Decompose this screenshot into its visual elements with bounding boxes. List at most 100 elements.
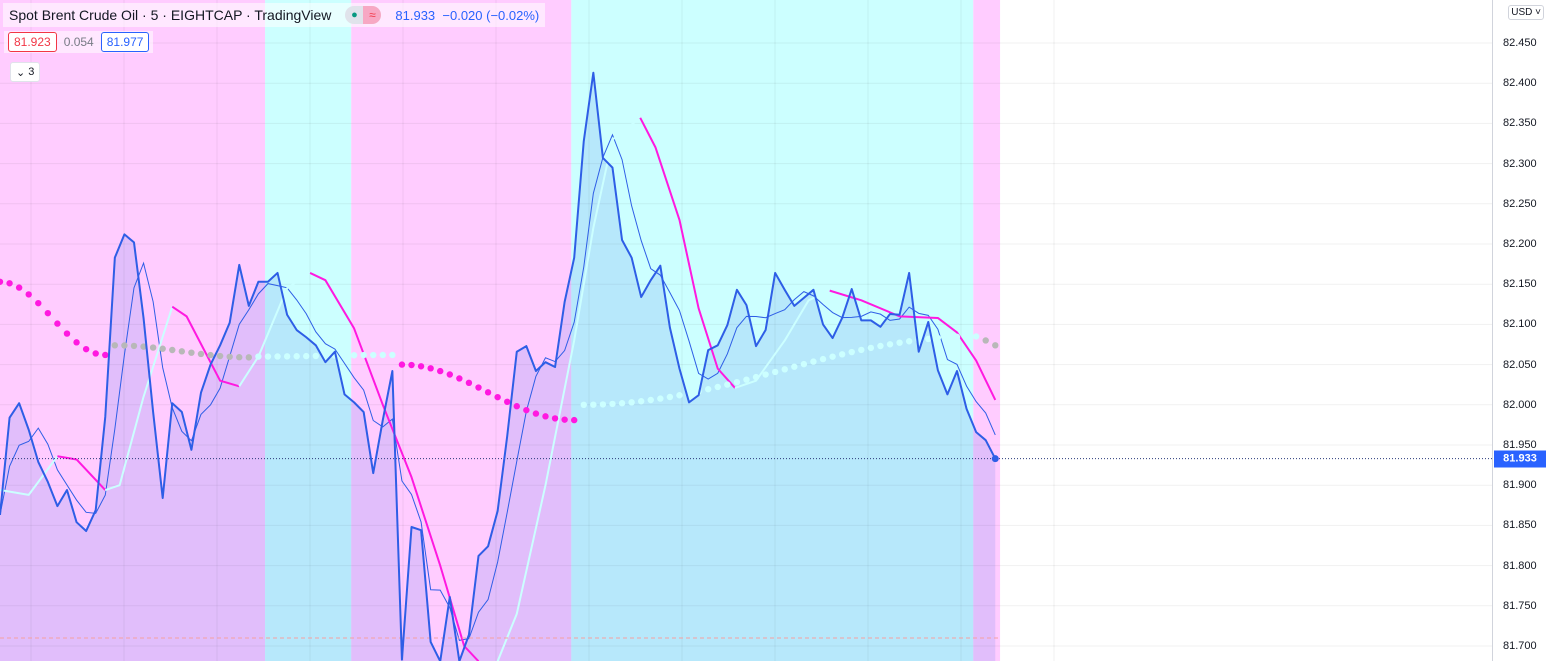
smooth-segment-cyan <box>0 455 59 496</box>
chevron-down-icon: ⌄ <box>16 66 29 79</box>
grid-lines <box>0 0 1492 661</box>
trend-dot <box>82 345 90 353</box>
smooth-segment-cyan <box>238 272 311 387</box>
trend-dot <box>714 383 721 391</box>
trend-dot <box>867 344 875 352</box>
trend-dot <box>561 416 568 423</box>
trend-dot <box>0 278 4 285</box>
last-price-badge: 81.933 <box>1494 450 1546 468</box>
trend-dot <box>762 371 769 378</box>
trend-dot <box>905 338 913 345</box>
currency-label: USD <box>1511 7 1533 18</box>
trend-dot <box>121 342 128 349</box>
trend-dot <box>580 401 587 408</box>
trend-dot <box>149 344 157 351</box>
trend-dot <box>408 361 415 369</box>
trend-dot <box>963 333 970 340</box>
trend-dot <box>54 320 61 327</box>
trend-dot <box>504 398 511 406</box>
price-tick-label: 82.050 <box>1503 358 1537 371</box>
price-level-lines <box>0 458 1492 639</box>
trend-dot <box>513 403 520 410</box>
trend-dot <box>427 365 434 372</box>
trend-dot <box>886 341 894 348</box>
background-zone-pink <box>0 0 266 661</box>
trend-dot <box>647 396 654 404</box>
trend-dot <box>877 342 884 350</box>
trend-dot <box>791 363 798 370</box>
price-chart[interactable] <box>0 0 1492 661</box>
trend-dot <box>752 373 760 381</box>
price-tick-label: 82.450 <box>1503 37 1537 49</box>
trend-dot <box>838 351 846 358</box>
price-tick-label: 82.100 <box>1503 318 1537 331</box>
dotted-trend-line <box>0 278 999 424</box>
trend-dot <box>896 339 903 346</box>
trend-dot <box>858 346 865 354</box>
trend-dot <box>245 354 253 361</box>
trend-dot <box>819 355 827 363</box>
trend-dot <box>92 350 99 357</box>
smooth-segment-cyan <box>104 306 174 491</box>
trend-dot <box>523 406 530 414</box>
trend-dot <box>972 333 980 340</box>
trend-dot <box>781 366 788 373</box>
price-axis[interactable]: USD ˅ 82.450 82.400 82.350 82.300 82.250 82.2… <box>1492 0 1547 661</box>
trend-dot <box>599 401 607 408</box>
price-tick-label: 81.950 <box>1503 439 1537 451</box>
background-zone-pink <box>351 0 572 661</box>
trend-dot <box>216 352 224 360</box>
trend-dot <box>456 375 463 382</box>
price-tick-label: 82.350 <box>1503 117 1537 130</box>
trend-dot <box>484 389 492 396</box>
trend-dot <box>925 335 932 343</box>
smooth-segment-magenta <box>309 272 480 661</box>
trend-dot <box>590 401 597 408</box>
trend-dot <box>551 415 559 422</box>
price-area <box>0 72 996 661</box>
trend-dot <box>542 413 549 420</box>
smooth-segment-magenta <box>57 455 106 491</box>
status-badge[interactable]: ● ≈ <box>345 6 382 24</box>
currency-selector[interactable]: USD ˅ <box>1508 5 1544 20</box>
trend-dot <box>44 309 52 317</box>
trend-dot <box>169 346 176 354</box>
trend-dot <box>704 386 712 393</box>
smooth-segment-cyan <box>496 116 641 661</box>
trend-dot <box>264 353 272 360</box>
indicators-toggle-button[interactable]: ⌄ 3 <box>10 62 41 82</box>
trend-dot <box>303 352 310 360</box>
buy-button[interactable]: 81.977 <box>100 32 150 52</box>
smooth-segment-magenta <box>171 305 240 388</box>
moving-average-line <box>0 133 996 641</box>
trend-dot <box>618 400 626 407</box>
trend-dot <box>944 334 951 341</box>
delayed-data-icon: ≈ <box>363 6 382 24</box>
price-tick-label: 81.750 <box>1503 599 1537 612</box>
trend-dot <box>236 354 243 361</box>
trend-dot <box>532 410 540 417</box>
trend-dot <box>226 353 233 360</box>
trade-buttons: 81.923 0.054 81.977 <box>4 31 154 53</box>
smooth-segment-magenta <box>639 117 736 389</box>
price-area-fill <box>0 72 996 661</box>
trend-dot <box>733 378 741 386</box>
trend-dot <box>63 330 71 337</box>
sell-button[interactable]: 81.923 <box>8 32 57 52</box>
smoothed-trend-line <box>0 116 997 661</box>
trend-dot <box>360 351 367 359</box>
price-line-path <box>0 71 997 661</box>
price-line <box>0 71 999 661</box>
trend-dot <box>312 352 320 360</box>
price-tick-label: 82.000 <box>1503 398 1537 411</box>
trend-dot <box>130 342 138 350</box>
trend-dot <box>73 339 80 346</box>
spread-value: 0.054 <box>63 35 94 49</box>
trend-dot <box>446 371 453 378</box>
trend-dot <box>207 351 214 359</box>
trend-dot <box>25 291 32 298</box>
price-tick-label: 82.400 <box>1503 77 1537 90</box>
trend-dot <box>657 395 664 402</box>
symbol-title[interactable]: Spot Brent Crude Oil · 5 · EIGHTCAP · Tr… <box>9 7 332 23</box>
chevron-down-icon: ˅ <box>1532 7 1541 18</box>
